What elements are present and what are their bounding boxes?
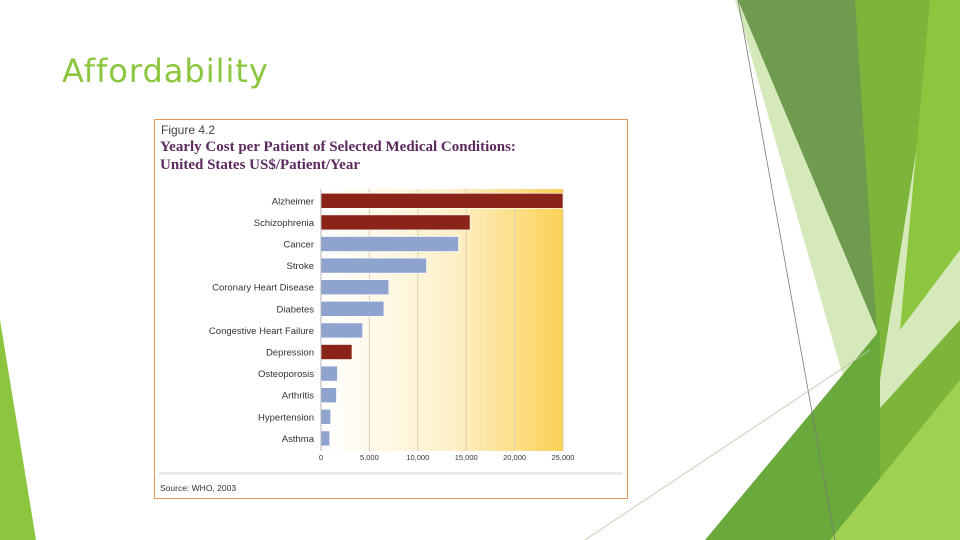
category-label: Congestive Heart Failure (209, 326, 314, 337)
category-label: Stroke (287, 261, 314, 272)
decor-triangle-bright (900, 0, 960, 330)
bar-chart: Alzheimer Schizophrenia Cancer Stroke Corona… (209, 189, 575, 462)
category-label: Coronary Heart Disease (212, 283, 314, 294)
bar-congestive-heart-failure (320, 322, 363, 339)
source-divider (159, 472, 623, 475)
bar-alzheimer (320, 193, 564, 209)
decor-triangle-green (855, 0, 940, 380)
x-tick-label: 20,000 (503, 453, 526, 462)
bar-diabetes (320, 301, 385, 317)
category-label: Schizophrenia (254, 218, 315, 229)
decor-triangle-left (0, 320, 36, 540)
decor-triangle-lower-dark (705, 330, 880, 540)
x-tick-label: 15,000 (455, 453, 478, 462)
source-note: Source: WHO, 2003 (160, 483, 237, 493)
category-label: Depression (266, 348, 314, 359)
plot-area-background (321, 189, 563, 451)
figure-panel: Figure 4.2 Yearly Cost per Patient of Se… (154, 119, 628, 499)
category-labels: Alzheimer Schizophrenia Cancer Stroke Corona… (209, 196, 315, 445)
decor-triangle-mid (738, 0, 885, 350)
bar-asthma (320, 430, 331, 447)
decor-line-1 (737, 0, 836, 540)
category-label: Alzheimer (272, 196, 314, 207)
bar-osteoporosis (320, 365, 338, 382)
category-label: Asthma (282, 434, 315, 445)
bar-arthritis (320, 387, 337, 404)
bar-hypertension (320, 408, 331, 425)
figure-title-line-2: United States US$/Patient/Year (160, 157, 360, 173)
slide-title: Affordability (62, 52, 269, 90)
figure-label: Figure 4.2 (161, 123, 216, 137)
decor-line-2 (584, 349, 871, 540)
category-label: Arthritis (282, 391, 314, 402)
gridlines (368, 189, 564, 451)
bar-coronary-heart-disease (320, 279, 390, 295)
x-tick-label: 0 (319, 453, 323, 462)
bars (320, 193, 564, 447)
decor-triangle-lower-pale (830, 380, 960, 540)
x-tick-label: 10,000 (406, 453, 429, 462)
x-tick-label: 5,000 (360, 453, 379, 462)
bar-depression (320, 344, 353, 360)
bar-schizophrenia (320, 214, 471, 231)
category-label: Hypertension (258, 412, 314, 423)
x-axis-tick-labels: 0 5,000 10,000 15,000 20,000 25,000 (319, 453, 575, 462)
category-label: Osteoporosis (258, 369, 314, 380)
category-label: Diabetes (277, 304, 315, 315)
bar-cancer (320, 236, 459, 252)
bar-stroke (320, 257, 427, 274)
figure-title-line-1: Yearly Cost per Patient of Selected Medi… (160, 139, 516, 155)
x-tick-label: 25,000 (552, 453, 575, 462)
category-label: Cancer (283, 240, 314, 251)
